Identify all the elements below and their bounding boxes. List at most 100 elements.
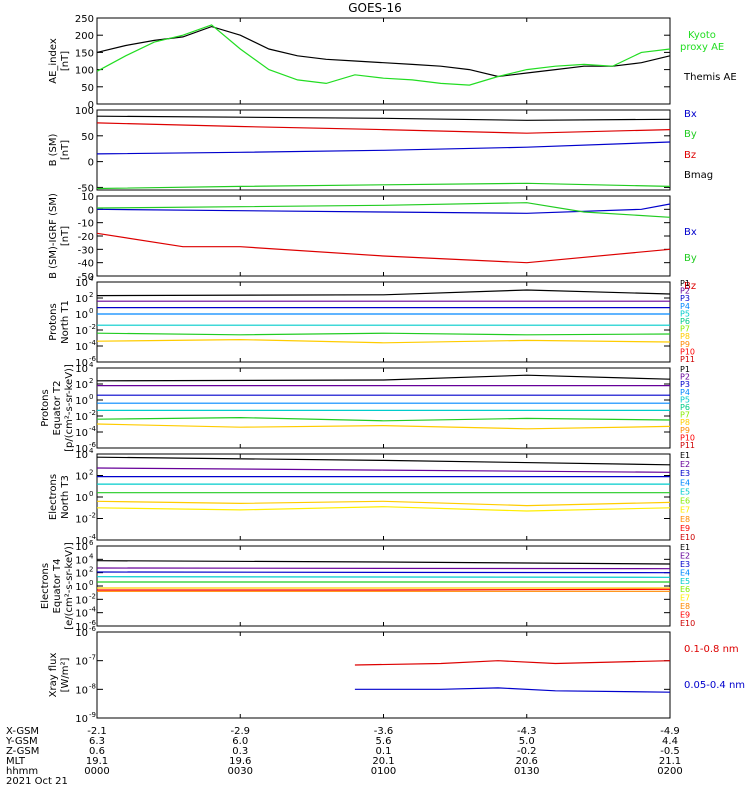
series-0-05-0-4-nm — [354, 687, 671, 693]
y-axis-label: Electrons — [40, 563, 51, 609]
y-tick-label: -50 — [78, 183, 94, 194]
y-tick-label: 100 — [75, 66, 94, 77]
panel-bsm: -50 0 50 100 B (SM) [nT] Bx By Bz Bmag — [48, 106, 713, 194]
legend-entry: P2 — [680, 373, 690, 382]
series-p6 — [96, 416, 671, 422]
series-e2 — [96, 467, 671, 473]
y-tick-label: 10 — [75, 450, 88, 461]
y-tick-exponent: -2 — [89, 592, 96, 600]
legend-entry: E8 — [680, 602, 690, 611]
legend-entry: By — [684, 253, 697, 264]
y-tick-exponent: 4 — [89, 361, 94, 369]
y-tick-label: 10 — [75, 609, 88, 620]
legend-entry: Bz — [684, 150, 696, 161]
x-axis-value: 5.6 — [376, 736, 392, 747]
y-tick-exponent: -4 — [89, 533, 97, 541]
y-tick-label: 0 — [88, 100, 94, 111]
y-tick-exponent: -6 — [89, 625, 97, 633]
y-tick-exponent: 2 — [89, 291, 93, 299]
legend-entry: P4 — [680, 388, 690, 397]
legend-entry: E4 — [680, 478, 690, 487]
legend-entry: E6 — [680, 585, 690, 594]
legend-entry: E5 — [680, 577, 690, 586]
legend-entry: P6 — [680, 403, 690, 412]
x-axis-row-label: X-GSM — [6, 726, 39, 737]
y-axis-label: B (SM) — [48, 133, 59, 166]
y-axis-label: AE_index — [48, 38, 59, 84]
legend-entry: P11 — [680, 441, 695, 450]
x-axis-value: 0.1 — [376, 746, 392, 757]
legend-entry: E8 — [680, 515, 690, 524]
y-tick-label: -50 — [78, 272, 94, 283]
y-tick-label: 100 — [75, 106, 94, 117]
y-axis-label: Equator T2 — [52, 381, 63, 436]
y-tick-exponent: 2 — [89, 377, 93, 385]
x-axis-row-label: MLT — [6, 756, 26, 767]
y-tick-exponent: -2 — [89, 512, 96, 520]
y-tick-label: 10 — [75, 342, 88, 353]
y-tick-label: 10 — [75, 555, 88, 566]
x-axis-row-label: Z-GSM — [6, 746, 39, 757]
series-e7 — [96, 506, 671, 512]
x-axis-value: 6.0 — [232, 736, 248, 747]
y-tick-label: 10 — [75, 714, 88, 725]
y-tick-exponent: -2 — [89, 323, 96, 331]
y-tick-label: 10 — [75, 595, 88, 606]
x-axis-value: 0000 — [84, 766, 109, 777]
legend-entry: P7 — [680, 325, 690, 334]
y-tick-label: 250 — [75, 14, 94, 25]
legend-entry: Kyoto — [688, 30, 716, 41]
y-tick-label: 10 — [75, 358, 88, 369]
series-p7 — [96, 338, 671, 344]
y-axis-label: Protons — [40, 389, 51, 426]
legend-entry: P1 — [680, 279, 690, 288]
y-axis-label: North T3 — [60, 475, 71, 519]
x-axis-value: -4.9 — [660, 726, 680, 737]
y-tick-label: 10 — [75, 657, 88, 668]
series-bx — [96, 203, 671, 214]
y-tick-exponent: -2 — [89, 409, 96, 417]
legend-entry: P2 — [680, 287, 690, 296]
series-by — [96, 182, 671, 190]
y-tick-label: 10 — [81, 192, 94, 203]
y-axis-label: Equator T4 — [52, 559, 63, 614]
y-tick-label: 10 — [75, 628, 88, 639]
y-tick-label: -20 — [78, 232, 94, 243]
x-axis-value: 0.3 — [232, 746, 248, 757]
y-tick-label: 10 — [75, 685, 88, 696]
y-tick-label: 10 — [75, 542, 88, 553]
panel-frame — [96, 453, 671, 541]
series-themis-ae — [96, 25, 671, 78]
y-axis-label: North T1 — [60, 300, 71, 344]
y-tick-label: 50 — [81, 83, 94, 94]
y-tick-exponent: -4 — [89, 425, 97, 433]
panel-bsmigrf: -50 -40 -30 -20 -10 0 10 B (SM)-IGRF (SM) [nT] Bx… — [48, 192, 697, 292]
y-tick-label: 10 — [75, 278, 88, 289]
y-tick-exponent: -8 — [89, 682, 96, 690]
y-tick-exponent: -4 — [89, 606, 97, 614]
legend-entry: P4 — [680, 302, 690, 311]
y-tick-label: 10 — [75, 582, 88, 593]
y-tick-label: 10 — [75, 326, 88, 337]
legend-entry: P3 — [680, 294, 690, 303]
y-tick-exponent: -7 — [89, 654, 96, 662]
x-axis-value: 19.6 — [229, 756, 251, 767]
legend-entry: P7 — [680, 411, 690, 420]
y-tick-label: 10 — [75, 294, 88, 305]
y-axis-label: [nT] — [60, 140, 71, 160]
y-tick-label: 10 — [75, 536, 88, 547]
y-tick-exponent: 4 — [89, 275, 94, 283]
x-axis-value: 0030 — [228, 766, 253, 777]
y-tick-exponent: -4 — [89, 339, 97, 347]
y-tick-label: 10 — [75, 380, 88, 391]
series-p1 — [96, 374, 671, 382]
legend-entry: P10 — [680, 433, 695, 442]
x-axis-table: X-GSM -2.1 -2.9 -3.6 -4.3 -4.9 Y-GSM 6.3 6.0 5.6 5… — [5, 726, 683, 787]
series-bz — [96, 232, 671, 264]
legend-entry: P8 — [680, 332, 690, 341]
panel-frame — [96, 281, 671, 363]
y-tick-label: 10 — [75, 444, 88, 455]
panel-frame — [96, 631, 671, 719]
series-e1 — [96, 456, 671, 466]
